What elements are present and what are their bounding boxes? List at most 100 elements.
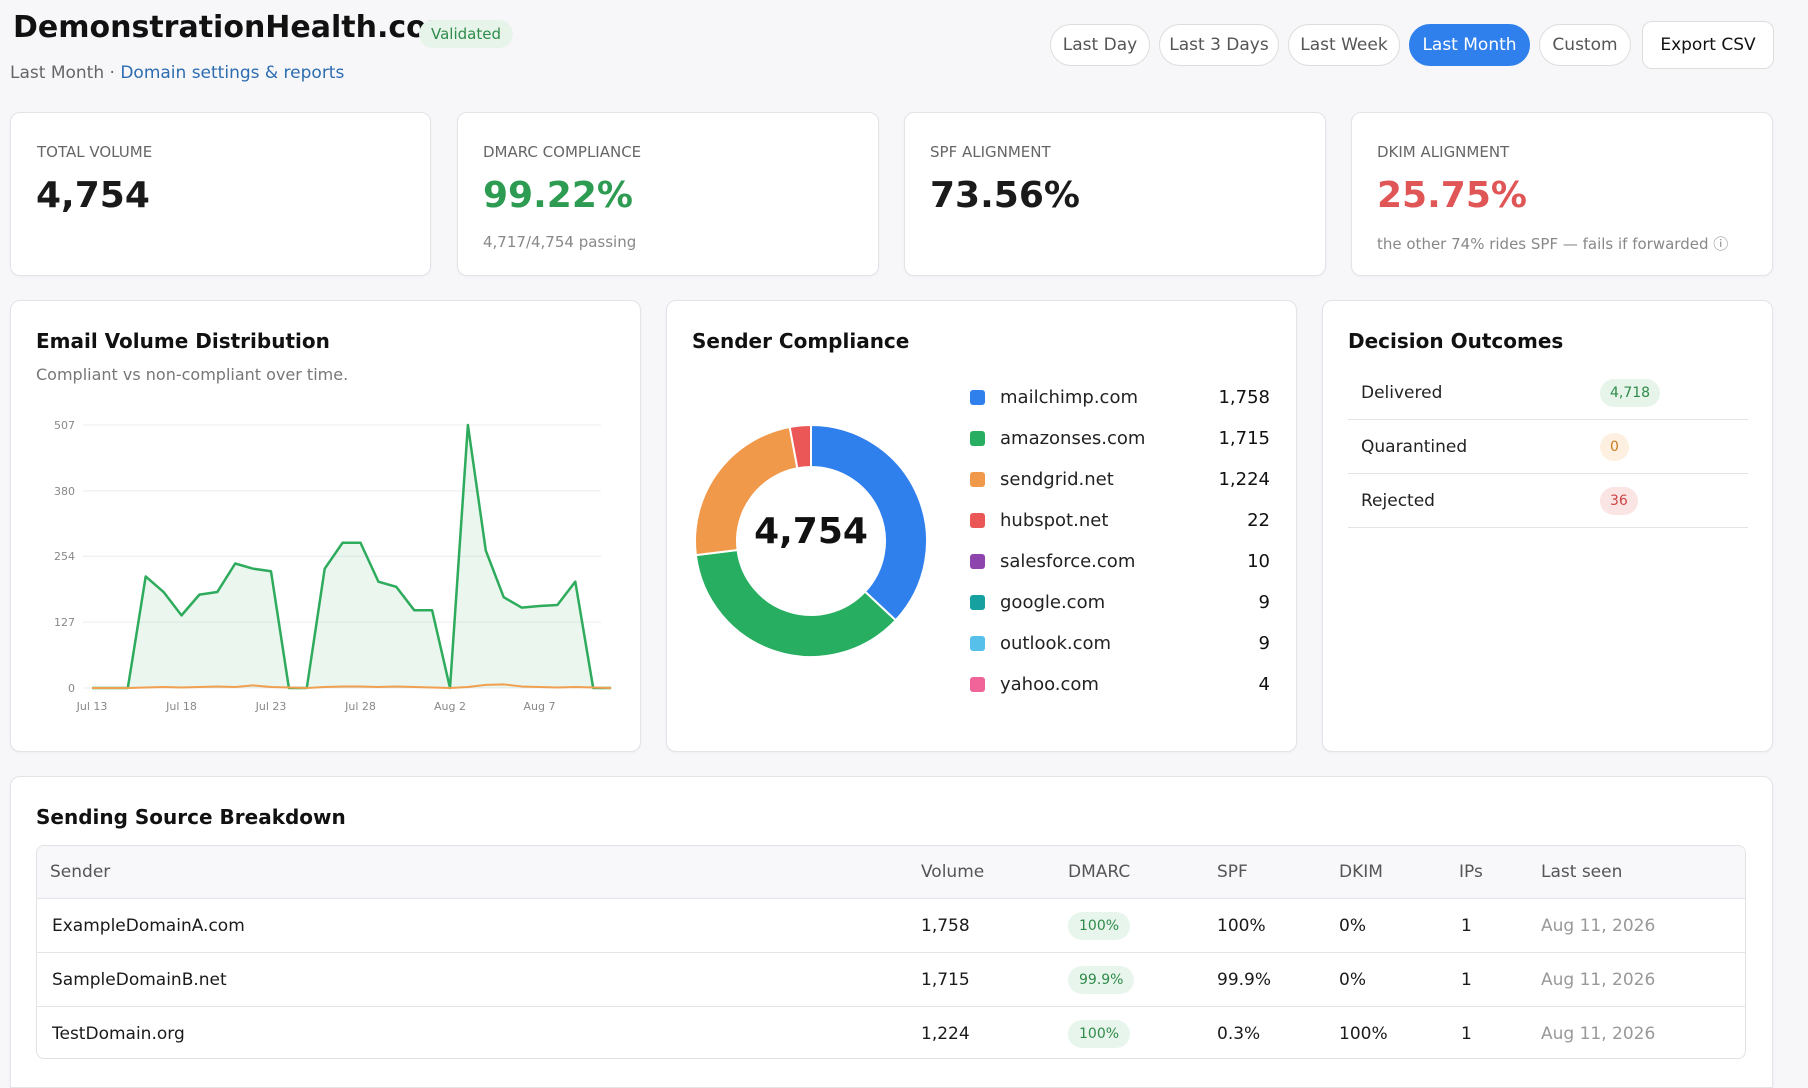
- cell-spf: 100%: [1217, 915, 1266, 936]
- table-row[interactable]: ExampleDomainA.com 1,758 100% 100% 0% 1 …: [37, 898, 1745, 952]
- legend-item[interactable]: sendgrid.net 1,224: [970, 464, 1270, 494]
- decision-outcomes-card: Decision Outcomes: [1322, 300, 1773, 752]
- range-custom-button[interactable]: Custom: [1539, 24, 1631, 66]
- x-tick-label: Jul 13: [76, 700, 108, 713]
- col-dmarc[interactable]: DMARC: [1068, 862, 1131, 882]
- cell-sender: SampleDomainB.net: [52, 969, 227, 990]
- x-tick-label: Aug 7: [524, 700, 556, 713]
- series-line: [92, 683, 612, 689]
- donut-slice: [788, 423, 812, 470]
- legend-sender-name: outlook.com: [1000, 632, 1112, 654]
- col-volume[interactable]: Volume: [921, 862, 985, 882]
- legend-swatch: [970, 430, 985, 446]
- col-last-seen[interactable]: Last seen: [1541, 862, 1623, 882]
- series-line: [92, 423, 612, 690]
- stat-value: 25.75%: [1377, 175, 1527, 216]
- domain-settings-link[interactable]: Domain settings & reports: [120, 63, 345, 83]
- legend-sender-count: 4: [1258, 673, 1270, 695]
- card-title: Sender Compliance: [692, 329, 910, 353]
- range-last-week-button[interactable]: Last Week: [1288, 24, 1400, 66]
- legend-sender-count: 22: [1247, 509, 1270, 531]
- decision-count-badge: 0: [1600, 432, 1629, 461]
- dmarc-badge: 100%: [1068, 911, 1131, 940]
- range-last-day-button[interactable]: Last Day: [1050, 24, 1150, 66]
- range-last-3-days-button[interactable]: Last 3 Days: [1159, 24, 1279, 66]
- stat-card-spf-alignment: SPF ALIGNMENT 73.56%: [904, 112, 1326, 276]
- table-row[interactable]: SampleDomainB.net 1,715 99.9% 99.9% 0% 1…: [37, 952, 1745, 1006]
- separator: ·: [104, 63, 121, 83]
- cell-dmarc: 100%: [1068, 1019, 1131, 1048]
- table-header: Sender Volume DMARC SPF DKIM IPs Last se…: [37, 846, 1745, 898]
- cell-dkim: 100%: [1339, 1023, 1388, 1044]
- stat-value: 4,754: [36, 175, 150, 216]
- table-row[interactable]: TestDomain.org 1,224 100% 0.3% 100% 1 Au…: [37, 1006, 1745, 1058]
- cell-dmarc: 99.9%: [1068, 965, 1135, 994]
- legend-sender-count: 10: [1247, 550, 1270, 572]
- export-csv-button[interactable]: Export CSV: [1642, 21, 1774, 69]
- cell-volume: 1,224: [921, 1023, 970, 1044]
- sender-compliance-card: Sender Compliance 4,754: [666, 300, 1297, 752]
- decision-row-rejected: Rejected 36: [1348, 474, 1748, 528]
- legend-swatch: [970, 553, 985, 569]
- donut-slice: [694, 548, 898, 658]
- col-sender[interactable]: Sender: [50, 862, 111, 882]
- legend-swatch: [970, 594, 985, 610]
- cell-ips: 1: [1461, 969, 1472, 990]
- cell-last-seen: Aug 11, 2026: [1541, 915, 1656, 936]
- y-tick-label: 0: [68, 682, 75, 695]
- legend-item[interactable]: salesforce.com 10: [970, 546, 1270, 576]
- card-title: Sending Source Breakdown: [36, 805, 346, 829]
- col-dkim[interactable]: DKIM: [1339, 862, 1383, 882]
- legend-item[interactable]: outlook.com 9: [970, 628, 1270, 658]
- legend-item[interactable]: mailchimp.com 1,758: [970, 382, 1270, 412]
- cell-ips: 1: [1461, 915, 1472, 936]
- stat-label: SPF ALIGNMENT: [930, 143, 1051, 161]
- stat-label: DMARC COMPLIANCE: [483, 143, 642, 161]
- stat-card-dmarc-compliance: DMARC COMPLIANCE 99.22% 4,717/4,754 pass…: [457, 112, 879, 276]
- col-spf[interactable]: SPF: [1217, 862, 1248, 882]
- stat-label: DKIM ALIGNMENT: [1377, 143, 1510, 161]
- range-last-month-button[interactable]: Last Month: [1409, 24, 1530, 66]
- donut-total: 4,754: [754, 511, 868, 552]
- legend-item[interactable]: amazonses.com 1,715: [970, 423, 1270, 453]
- legend-item[interactable]: google.com 9: [970, 587, 1270, 617]
- y-tick-label: 507: [54, 419, 75, 432]
- legend-sender-count: 1,758: [1218, 386, 1270, 408]
- volume-chart: 0 127 254 380 507 Jul 13 Jul 18 Jul 23 Jul 28 Aug…: [54, 419, 612, 713]
- stat-subtext: the other 74% rides SPF — fails if forwa…: [1377, 235, 1729, 253]
- legend-sender-name: amazonses.com: [1000, 427, 1146, 449]
- decision-row-delivered: Delivered 4,718: [1348, 366, 1748, 420]
- legend-sender-name: sendgrid.net: [1000, 468, 1114, 490]
- card-subtitle: Compliant vs non-compliant over time.: [36, 365, 349, 384]
- cell-spf: 0.3%: [1217, 1023, 1261, 1044]
- series-area: [92, 425, 612, 688]
- stat-value: 73.56%: [930, 175, 1080, 216]
- legend-item[interactable]: yahoo.com 4: [970, 669, 1270, 699]
- cell-last-seen: Aug 11, 2026: [1541, 1023, 1656, 1044]
- legend-swatch: [970, 635, 985, 651]
- cell-volume: 1,758: [921, 915, 970, 936]
- col-ips[interactable]: IPs: [1459, 862, 1483, 882]
- x-tick-label: Jul 18: [165, 700, 197, 713]
- legend-sender-name: mailchimp.com: [1000, 386, 1138, 408]
- card-title: Email Volume Distribution: [36, 329, 330, 353]
- page-title: DemonstrationHealth.com: [13, 10, 459, 45]
- decision-label: Rejected: [1361, 490, 1435, 511]
- legend-sender-count: 9: [1258, 591, 1270, 613]
- legend-item[interactable]: hubspot.net 22: [970, 505, 1270, 535]
- legend-swatch: [970, 512, 985, 528]
- cell-dmarc: 100%: [1068, 911, 1131, 940]
- legend-sender-name: salesforce.com: [1000, 550, 1136, 572]
- cell-dkim: 0%: [1339, 969, 1366, 990]
- cell-sender: TestDomain.org: [52, 1023, 185, 1044]
- stat-card-total-volume: TOTAL VOLUME 4,754: [10, 112, 431, 276]
- stat-card-dkim-alignment: DKIM ALIGNMENT 25.75% the other 74% ride…: [1351, 112, 1773, 276]
- x-tick-label: Jul 23: [255, 700, 287, 713]
- y-tick-label: 254: [54, 550, 75, 563]
- legend-sender-name: hubspot.net: [1000, 509, 1109, 531]
- cell-last-seen: Aug 11, 2026: [1541, 969, 1656, 990]
- page-subtitle: Last Month · Domain settings & reports: [10, 63, 344, 83]
- card-title: Decision Outcomes: [1348, 329, 1564, 353]
- sender-donut-chart: [694, 423, 928, 658]
- page-header: DemonstrationHealth.com Validated Last M…: [0, 0, 1808, 105]
